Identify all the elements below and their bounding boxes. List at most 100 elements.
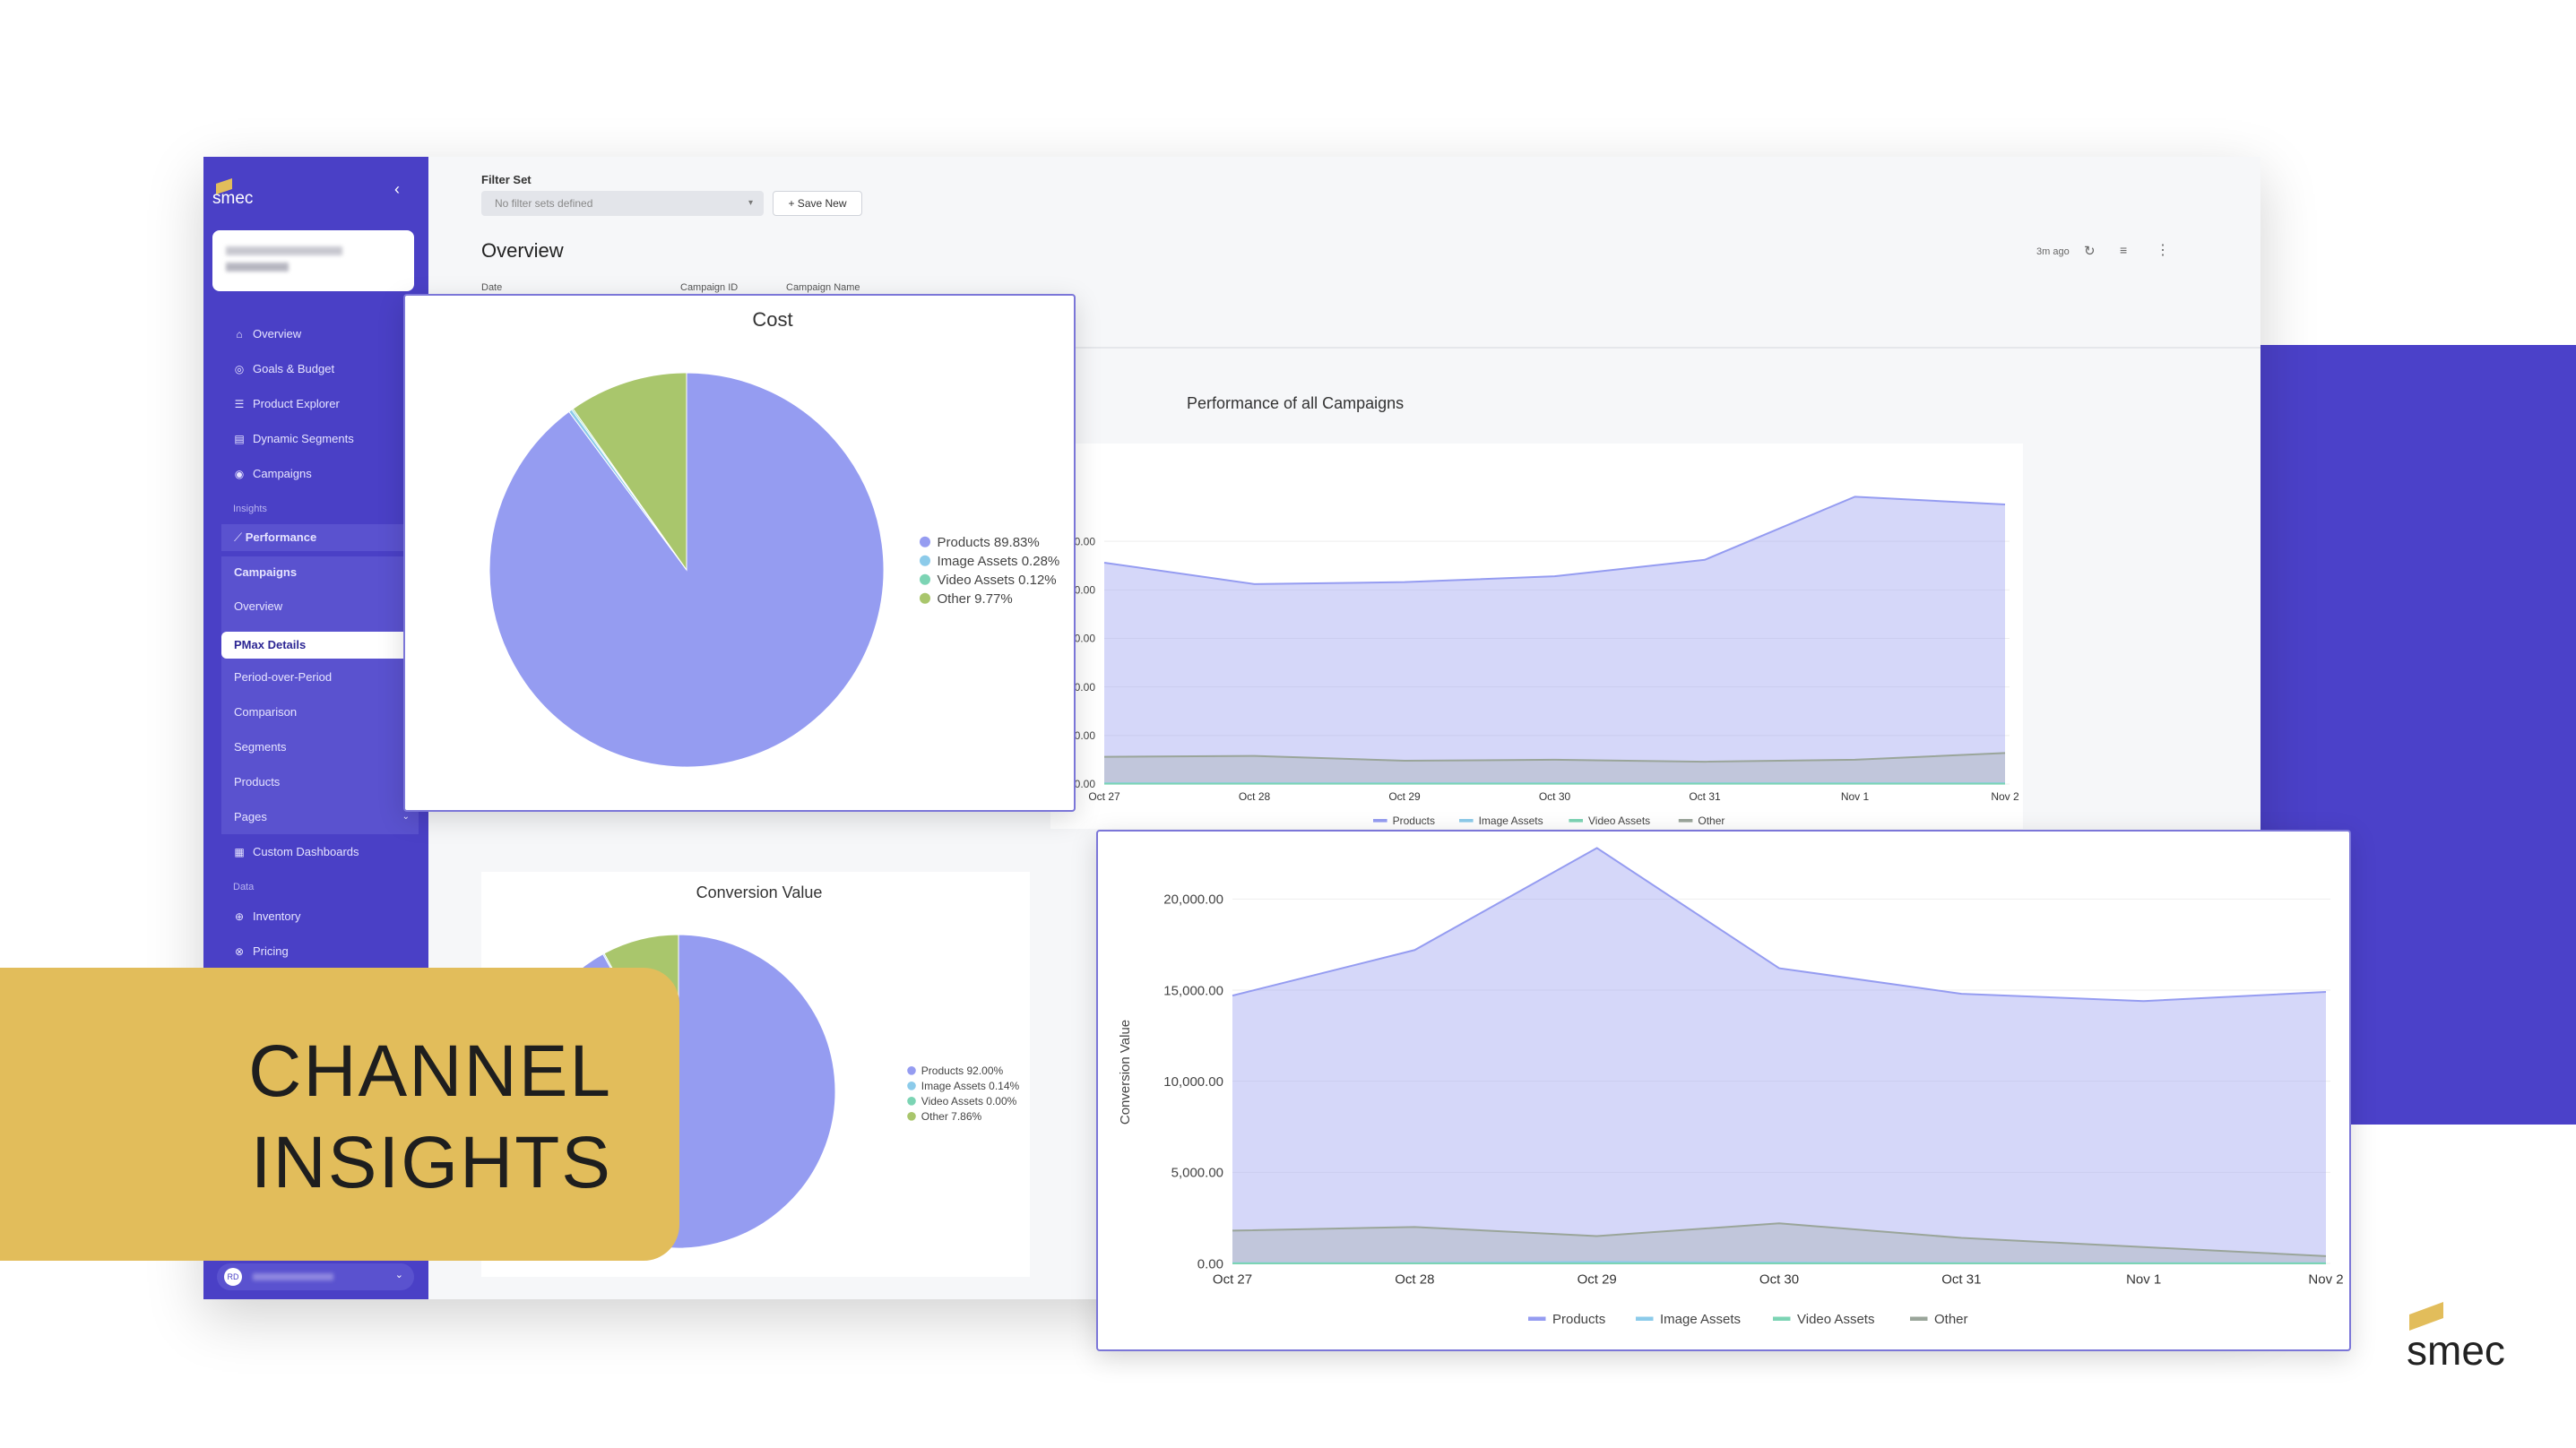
legend-label: Products 92.00% — [921, 1064, 1004, 1077]
sidebar-item-campaigns[interactable]: ◉ Campaigns — [233, 467, 312, 480]
sidebar-item-label: Product Explorer — [253, 397, 340, 410]
series-line-other — [1103, 752, 2006, 763]
column-date[interactable]: Date — [481, 282, 503, 293]
chart-title: Cost — [752, 308, 792, 331]
cost-trend-panel: 0.00500.001,000.001,500.002,000.002,500.… — [1050, 444, 2023, 829]
legend-label: Video Assets — [1588, 814, 1650, 827]
x-tick-label: Oct 29 — [1388, 790, 1421, 803]
sidebar-item-inventory[interactable]: ⊕ Inventory — [233, 909, 301, 923]
header-divider — [428, 347, 2260, 349]
sidebar-item-label: Dynamic Segments — [253, 432, 354, 445]
sidebar-item-segments[interactable]: Segments⌄ — [221, 730, 419, 764]
sidebar-item-label: Inventory — [253, 909, 301, 923]
x-tick-label: Oct 28 — [1395, 1272, 1434, 1288]
sidebar-item-custom-dashboards[interactable]: ▦ Custom Dashboards — [233, 845, 359, 858]
legend-label: Other — [1698, 814, 1725, 827]
sidebar-item-product-explorer[interactable]: ☰ Product Explorer — [233, 397, 340, 410]
collapse-sidebar-icon[interactable]: ‹ — [394, 180, 400, 198]
page-title: Overview — [481, 239, 564, 262]
x-tick-label: Oct 30 — [1759, 1272, 1799, 1288]
y-tick-label: 0.00 — [1197, 1256, 1223, 1271]
pricing-icon: ⊗ — [234, 944, 245, 958]
sidebar-item-products[interactable]: Products⌄ — [221, 764, 419, 800]
x-tick-label: Oct 31 — [1941, 1272, 1981, 1288]
y-tick-label: 20,000.00 — [1163, 892, 1223, 908]
column-campaign-id[interactable]: Campaign ID — [680, 282, 739, 293]
legend-label: Products — [1393, 814, 1435, 827]
legend-marker — [1910, 1316, 1928, 1321]
area-fill-other — [1232, 1223, 2326, 1263]
headline-text: CHANNEL INSIGHTS — [0, 1026, 612, 1209]
sidebar-item-label: Campaigns — [253, 467, 312, 480]
y-tick-label: 10,000.00 — [1163, 1074, 1223, 1090]
dashboard-icon: ▦ — [234, 845, 245, 858]
legend-label: Video Assets — [1797, 1312, 1874, 1327]
legend-label: Products — [1552, 1312, 1605, 1327]
more-options-icon[interactable]: ⋮ — [2156, 243, 2170, 258]
legend-marker — [1373, 819, 1387, 823]
filter-set-value: No filter sets defined — [495, 197, 593, 210]
sidebar-item-performance[interactable]: ⟋ Performance⌃ — [221, 524, 419, 551]
x-tick-label: Nov 2 — [2308, 1272, 2343, 1288]
cost-area-chart: 0.00500.001,000.001,500.002,000.002,500.… — [1053, 496, 2019, 827]
sidebar-item-label: Custom Dashboards — [253, 845, 359, 858]
y-tick-label: 15,000.00 — [1163, 983, 1223, 998]
filter-set-label: Filter Set — [481, 173, 532, 186]
sidebar-item-label: Pages — [234, 810, 267, 823]
chart-title: Conversion Value — [696, 883, 823, 901]
sidebar-item-goals[interactable]: ◎ Goals & Budget — [233, 362, 334, 375]
sidebar-item-pricing[interactable]: ⊗ Pricing — [233, 944, 289, 958]
pie-slice-other — [572, 372, 687, 572]
conversion-value-area-card: 0.00 5,000.00 10,000.00 15,000.00 20,000.00 O… — [1096, 830, 2351, 1351]
target-icon: ◎ — [234, 362, 245, 375]
sidebar-item-overview[interactable]: ⌂ Overview — [233, 327, 301, 340]
sidebar-item-dynamic-segments[interactable]: ▤ Dynamic Segments — [233, 432, 354, 445]
sidebar-item-label: Campaigns — [234, 565, 298, 579]
section-label-data: Data — [233, 882, 255, 892]
series-line-products — [1232, 847, 2327, 1003]
x-tick-label: Nov 2 — [1991, 790, 2019, 803]
sidebar-item-label: Segments — [234, 740, 287, 754]
series-line-other — [1232, 1222, 2327, 1257]
series-line-products — [1103, 496, 2006, 585]
account-selector[interactable] — [212, 230, 414, 291]
inventory-icon: ⊕ — [234, 909, 245, 923]
sidebar-subitem-comparison[interactable]: Comparison — [221, 694, 419, 730]
x-tick-label: Oct 30 — [1539, 790, 1571, 803]
legend-marker — [1773, 1316, 1791, 1321]
chevron-down-icon: ▾ — [748, 198, 753, 208]
filter-set-select[interactable]: No filter sets defined ▾ — [481, 191, 764, 216]
user-menu[interactable]: RD ⌄ — [217, 1263, 414, 1290]
sidebar-item-pages[interactable]: Pages ⌄ — [221, 800, 419, 834]
segments-icon: ▤ — [234, 432, 245, 445]
y-tick-label: 5,000.00 — [1171, 1166, 1223, 1181]
legend-marker — [1569, 819, 1583, 823]
save-new-button[interactable]: + Save New — [773, 191, 862, 216]
sidebar-subitem-pmax-details[interactable]: PMax Details — [221, 632, 419, 659]
legend-marker — [1678, 819, 1693, 823]
legend-marker — [907, 1082, 916, 1090]
legend-marker — [907, 1066, 916, 1075]
legend-marker — [907, 1097, 916, 1106]
smec-logo-icon — [2409, 1302, 2443, 1331]
last-updated: 3m ago — [2036, 246, 2070, 257]
filter-icon[interactable]: ≡ — [2120, 243, 2128, 257]
legend-marker — [920, 536, 930, 547]
column-campaign-name[interactable]: Campaign Name — [786, 282, 860, 293]
x-tick-label: Oct 27 — [1213, 1272, 1252, 1288]
chart-line-icon: ⟋ — [234, 530, 246, 544]
legend-label: Image Assets 0.14% — [921, 1080, 1020, 1092]
legend-label: Image Assets — [1479, 814, 1543, 827]
sidebar-logo-text: smec — [212, 189, 254, 208]
performance-section-title: Performance of all Campaigns — [1187, 394, 1405, 412]
x-tick-label: Oct 28 — [1239, 790, 1271, 803]
refresh-icon[interactable]: ↻ — [2084, 244, 2096, 259]
account-id-blurred — [226, 263, 289, 272]
sidebar-subitem-period-over-period[interactable]: Period-over-Period — [221, 660, 419, 694]
x-tick-label: Oct 27 — [1088, 790, 1120, 803]
brand-name: smec — [2407, 1327, 2505, 1374]
sidebar-item-label: Products — [234, 775, 281, 789]
sidebar-item-campaigns-group[interactable]: Campaigns⌃ — [221, 556, 419, 589]
x-tick-label: Oct 31 — [1689, 790, 1721, 803]
sidebar-subitem-overview[interactable]: Overview — [221, 589, 419, 625]
